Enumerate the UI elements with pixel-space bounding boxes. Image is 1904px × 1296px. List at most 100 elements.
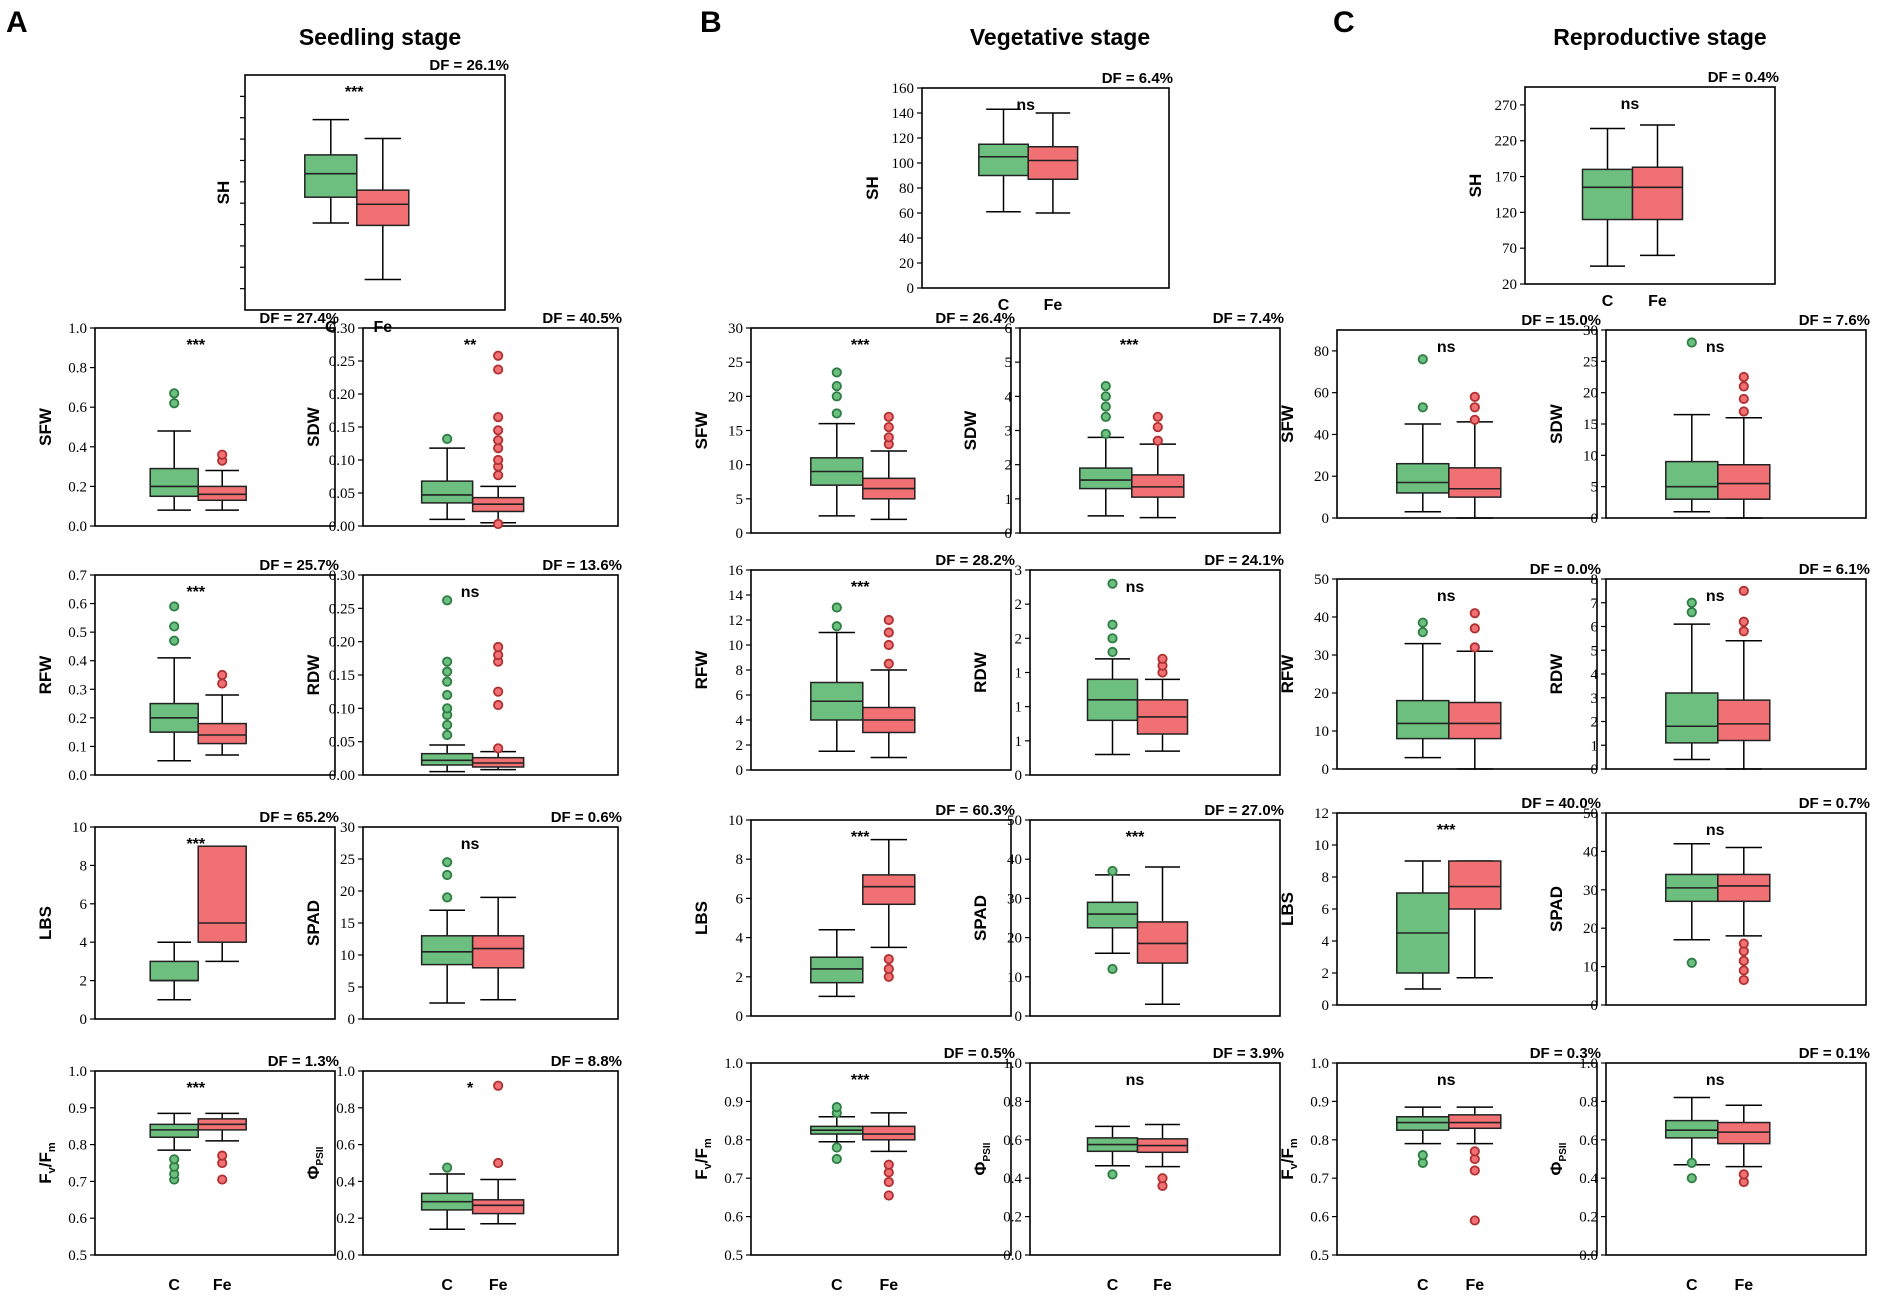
y-axis-label: ΦPSII bbox=[1547, 1142, 1569, 1175]
outlier-point bbox=[1100, 391, 1111, 402]
outlier-point bbox=[169, 388, 180, 399]
plot-frame bbox=[362, 826, 619, 1020]
outlier-point bbox=[1469, 1146, 1480, 1157]
significance-label: ns bbox=[461, 836, 480, 853]
iqr-box bbox=[1665, 692, 1719, 744]
box-fe bbox=[862, 838, 916, 982]
outlier-point bbox=[1738, 616, 1749, 627]
box-fe bbox=[356, 137, 410, 281]
significance-label: ns bbox=[1126, 1072, 1145, 1089]
plot-frame bbox=[362, 327, 619, 527]
y-tick-label: 40 bbox=[1583, 844, 1598, 860]
y-tick-label: 20 bbox=[1314, 469, 1329, 485]
iqr-box bbox=[197, 485, 247, 502]
group-label-fe: Fe bbox=[1153, 1277, 1172, 1294]
y-tick-label: 50 bbox=[1007, 813, 1022, 829]
outlier-point bbox=[831, 1153, 842, 1165]
y-tick-label: 0.25 bbox=[329, 354, 355, 370]
y-tick-label: 170 bbox=[1495, 170, 1518, 186]
outlier-point bbox=[442, 595, 453, 606]
outlier-point bbox=[883, 627, 894, 638]
y-tick-label: 5 bbox=[348, 980, 356, 996]
y-tick-label: 0 bbox=[1015, 768, 1023, 784]
outlier-point bbox=[1738, 393, 1749, 405]
box-c bbox=[149, 601, 199, 762]
outlier-point bbox=[1738, 371, 1749, 383]
group-label-c: C bbox=[831, 1277, 843, 1294]
box-fe bbox=[1717, 846, 1771, 986]
outlier-point bbox=[493, 1080, 504, 1091]
outlier-point bbox=[493, 1157, 504, 1169]
plot-frame bbox=[750, 1062, 1012, 1256]
y-tick-label: 0 bbox=[1591, 762, 1599, 778]
outlier-point bbox=[1417, 1150, 1428, 1161]
iqr-box bbox=[862, 874, 916, 906]
y-tick-label: 8 bbox=[80, 858, 88, 874]
iqr-box bbox=[197, 722, 247, 745]
y-tick-label: 4 bbox=[1322, 934, 1330, 950]
box-c bbox=[1086, 578, 1139, 756]
df-label: DF = 27.0% bbox=[1204, 802, 1284, 819]
plot-frame bbox=[94, 826, 336, 1020]
y-tick-label: 0.0 bbox=[1003, 1248, 1022, 1264]
y-tick-label: 10 bbox=[1583, 960, 1598, 976]
outlier-point bbox=[883, 411, 894, 422]
box-c bbox=[810, 1102, 864, 1165]
significance-label: *** bbox=[1120, 337, 1139, 354]
chart-c-lbs: 0 2 4 6 8 10 12 LBS DF = 40.0% *** bbox=[1278, 795, 1601, 1014]
y-tick-label: 5 bbox=[736, 492, 744, 508]
y-tick-label: 12 bbox=[1314, 806, 1329, 822]
y-tick-label: 8 bbox=[736, 663, 744, 679]
group-label-fe: Fe bbox=[1734, 1277, 1753, 1294]
chart-c-sdw: 0 5 10 15 20 25 30 SDW DF = 7.6% ns bbox=[1547, 312, 1870, 527]
y-tick-label: 0.0 bbox=[336, 1248, 355, 1264]
df-label: DF = 0.3% bbox=[1530, 1045, 1601, 1062]
y-tick-label: 0.1 bbox=[68, 739, 87, 755]
box-c bbox=[1086, 865, 1139, 975]
iqr-box bbox=[862, 1125, 916, 1141]
y-tick-label: 6 bbox=[1322, 902, 1330, 918]
y-tick-label: 1 bbox=[1015, 666, 1023, 682]
outlier-point bbox=[1738, 965, 1749, 976]
outlier-point bbox=[1469, 1165, 1480, 1176]
outlier-point bbox=[217, 669, 228, 681]
y-axis-label: SH bbox=[863, 176, 882, 200]
y-tick-label: 0.4 bbox=[68, 440, 87, 456]
plot-frame bbox=[921, 87, 1170, 289]
y-axis-label: Fv/Fm bbox=[692, 1138, 714, 1180]
y-tick-label: 0.4 bbox=[68, 654, 87, 670]
y-tick-label: 0.05 bbox=[329, 486, 355, 502]
y-tick-label: 0 bbox=[1591, 998, 1599, 1014]
outlier-point bbox=[493, 686, 504, 697]
y-tick-label: 0.2 bbox=[1003, 1210, 1022, 1226]
y-tick-label: 1.0 bbox=[1003, 1056, 1022, 1072]
outlier-point bbox=[1152, 411, 1163, 422]
box-c bbox=[420, 595, 474, 773]
y-tick-label: 0.6 bbox=[68, 597, 87, 613]
y-tick-label: 0 bbox=[1015, 1009, 1023, 1025]
group-label-fe: Fe bbox=[1044, 297, 1063, 314]
outlier-point bbox=[442, 676, 453, 687]
y-tick-label: 0.20 bbox=[329, 635, 355, 651]
y-tick-label: 1.0 bbox=[1310, 1056, 1329, 1072]
significance-label: ** bbox=[464, 337, 477, 354]
y-tick-label: 30 bbox=[1583, 883, 1598, 899]
y-tick-label: 0 bbox=[1322, 762, 1330, 778]
y-axis-label: LBS bbox=[36, 906, 55, 940]
plot-frame bbox=[1605, 812, 1867, 1006]
box-fe bbox=[1136, 866, 1189, 1005]
chart-a-sdw: 0.00 0.05 0.10 0.15 0.20 0.25 0.30 SDW DF = 40.5… bbox=[304, 310, 622, 535]
significance-label: ns bbox=[461, 584, 480, 601]
box-c bbox=[978, 108, 1029, 213]
y-axis-label: ΦPSII bbox=[304, 1146, 326, 1179]
y-tick-label: 0.2 bbox=[1579, 1210, 1598, 1226]
y-axis-label: Fv/Fm bbox=[1278, 1138, 1300, 1180]
y-tick-label: 0.6 bbox=[68, 1211, 87, 1227]
significance-label: *** bbox=[1437, 822, 1456, 839]
y-tick-label: 4 bbox=[736, 931, 744, 947]
stage-title-seedling: Seedling stage bbox=[298, 24, 462, 50]
chart-b-sh: 0 20 40 60 80 100 120 140 160 SH DF = 6.4% ns C Fe bbox=[863, 70, 1173, 314]
outlier-point bbox=[442, 869, 453, 881]
y-tick-label: 20 bbox=[728, 389, 743, 405]
